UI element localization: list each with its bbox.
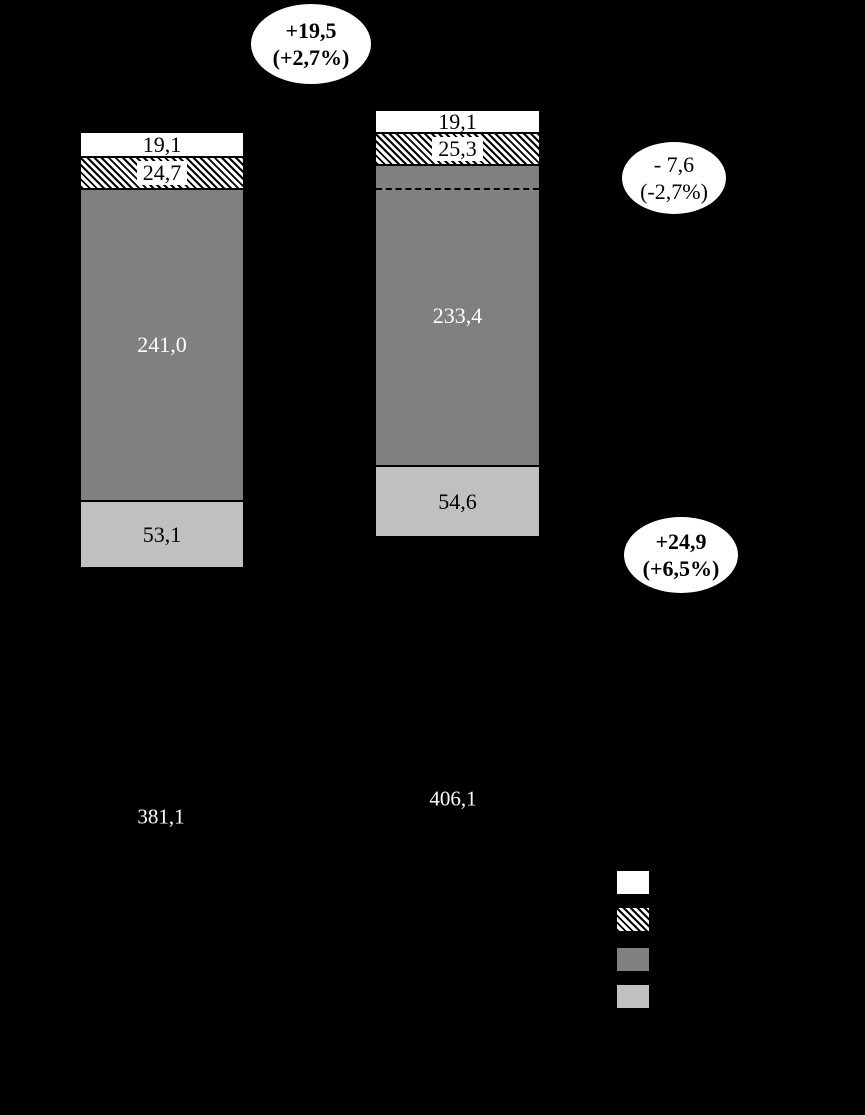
annotation-line: - 7,6 xyxy=(653,151,695,177)
right-column-segment-light-gray: 54,6 xyxy=(375,466,540,537)
left-column-total-label: 381,1 xyxy=(137,804,185,829)
left-column-segment-light-gray: 53,1 xyxy=(80,501,244,568)
left-column-segment-hatched: 24,7 xyxy=(80,157,244,189)
legend-swatch-dark-gray xyxy=(616,947,650,972)
legend-swatch-hatched xyxy=(616,907,650,932)
annotation-oval-top: +19,5 (+2,7%) xyxy=(250,3,372,85)
segment-value-label: 53,1 xyxy=(142,521,182,547)
annotation-line: (+2,7%) xyxy=(272,45,350,70)
annotation-line: +19,5 xyxy=(285,17,337,43)
left-column-segment-dark-gray: 241,0 xyxy=(80,189,244,501)
segment-value-label: 24,7 xyxy=(136,161,188,185)
annotation-line: (-2,7%) xyxy=(640,179,708,204)
segment-value-label: 19,1 xyxy=(438,108,477,134)
segment-value-label: 54,6 xyxy=(438,488,477,514)
left-column-segment-white: 19,1 xyxy=(80,132,244,157)
right-column-total-label: 406,1 xyxy=(429,786,477,811)
segment-value-label: 19,1 xyxy=(142,131,182,157)
segment-value-label: 241,0 xyxy=(137,332,187,357)
right-column-segment-white: 19,1 xyxy=(375,110,540,133)
legend-swatch-light-gray xyxy=(616,984,650,1009)
legend-swatch-white xyxy=(616,870,650,895)
annotation-line: +24,9 xyxy=(655,528,707,554)
annotation-oval-bottom: +24,9 (+6,5%) xyxy=(623,516,739,594)
segment-value-label: 233,4 xyxy=(432,302,483,328)
annotation-oval-middle: - 7,6 (-2,7%) xyxy=(621,141,727,215)
annotation-line: (+6,5%) xyxy=(642,556,720,581)
right-column-segment-hatched: 25,3 xyxy=(375,133,540,165)
segment-value-label: 25,3 xyxy=(432,137,483,161)
right-column-segment-dark-gray: 233,4 xyxy=(375,165,540,466)
dashed-reference-line xyxy=(376,188,539,190)
